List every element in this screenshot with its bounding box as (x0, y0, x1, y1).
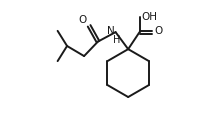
Text: OH: OH (141, 12, 157, 22)
Text: O: O (154, 26, 162, 37)
Text: H: H (112, 35, 120, 45)
Text: O: O (79, 15, 87, 25)
Text: N: N (107, 26, 115, 37)
